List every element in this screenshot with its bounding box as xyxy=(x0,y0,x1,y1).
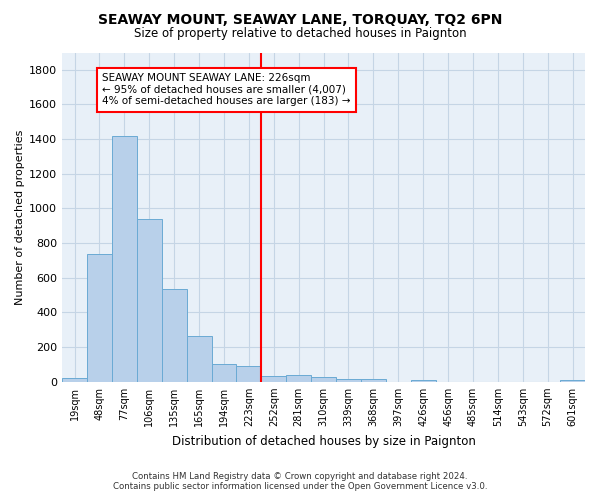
Bar xyxy=(212,364,236,382)
Bar xyxy=(187,336,212,382)
Bar xyxy=(560,380,585,382)
X-axis label: Distribution of detached houses by size in Paignton: Distribution of detached houses by size … xyxy=(172,434,476,448)
Bar xyxy=(162,289,187,382)
Bar xyxy=(137,219,162,382)
Bar xyxy=(411,380,436,382)
Bar xyxy=(112,136,137,382)
Bar xyxy=(236,366,262,382)
Text: Size of property relative to detached houses in Paignton: Size of property relative to detached ho… xyxy=(134,28,466,40)
Text: SEAWAY MOUNT SEAWAY LANE: 226sqm
← 95% of detached houses are smaller (4,007)
4%: SEAWAY MOUNT SEAWAY LANE: 226sqm ← 95% o… xyxy=(102,74,350,106)
Y-axis label: Number of detached properties: Number of detached properties xyxy=(15,130,25,305)
Bar xyxy=(286,375,311,382)
Text: Contains HM Land Registry data © Crown copyright and database right 2024.
Contai: Contains HM Land Registry data © Crown c… xyxy=(113,472,487,491)
Bar xyxy=(262,376,286,382)
Bar xyxy=(87,254,112,382)
Bar xyxy=(336,380,361,382)
Bar xyxy=(361,379,386,382)
Bar xyxy=(62,378,87,382)
Text: SEAWAY MOUNT, SEAWAY LANE, TORQUAY, TQ2 6PN: SEAWAY MOUNT, SEAWAY LANE, TORQUAY, TQ2 … xyxy=(98,12,502,26)
Bar xyxy=(311,377,336,382)
